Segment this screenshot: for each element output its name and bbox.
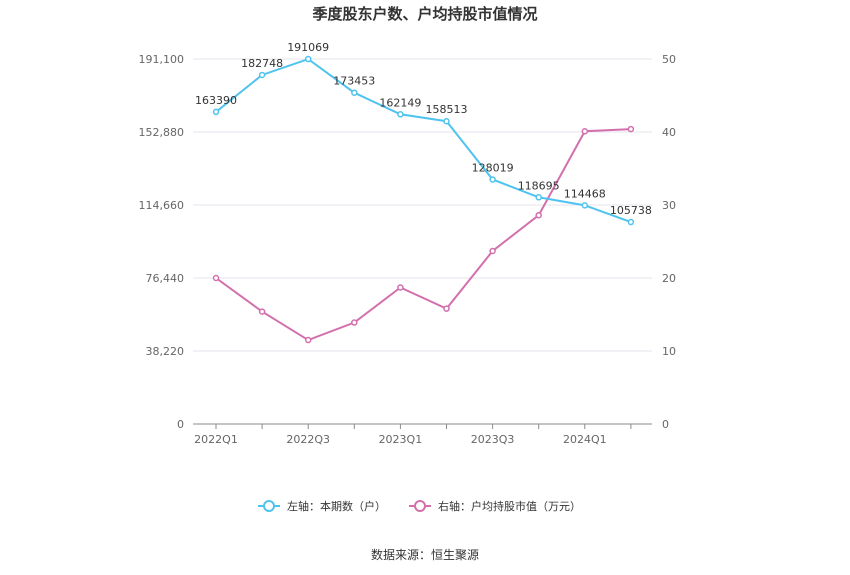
- data-label: 114468: [564, 187, 606, 200]
- data-label: 118695: [518, 179, 560, 192]
- left-tick-label: 38,220: [146, 345, 185, 358]
- right-tick-label: 0: [662, 418, 669, 431]
- x-axis: 2022Q1 2022Q3 2023Q1 2023Q3 2024Q1: [193, 423, 652, 446]
- data-label: 105738: [610, 204, 652, 217]
- data-point-right: [443, 305, 450, 312]
- data-point-left: [581, 202, 589, 209]
- series-line-right: [215, 128, 631, 342]
- series-area: 163390 182748 191069 173453 162149 158513 1280…: [195, 41, 652, 344]
- data-point-right: [489, 247, 496, 255]
- data-point-right: [535, 211, 542, 219]
- source-note: 数据来源：恒生聚源: [371, 547, 479, 562]
- legend-marker: [414, 500, 426, 512]
- data-label: 163390: [195, 94, 237, 107]
- legend-marker: [263, 500, 275, 512]
- x-tick-label: 2022Q3: [286, 433, 330, 446]
- data-label: 191069: [287, 41, 329, 54]
- legend-label: 右轴：户均持股市值（万元）: [438, 499, 581, 513]
- left-tick-label: 114,660: [139, 199, 185, 212]
- data-point-right: [397, 284, 404, 291]
- left-axis-ticks: 0 38,220 76,440 114,660 152,880 191,100: [139, 53, 185, 431]
- data-point-right: [627, 125, 635, 133]
- left-tick-label: 0: [177, 418, 184, 431]
- data-label: 162149: [379, 96, 421, 109]
- data-label: 182748: [241, 57, 283, 70]
- data-point-left: [627, 218, 635, 226]
- data-point-left: [397, 111, 404, 118]
- legend-item-right[interactable]: 右轴：户均持股市值（万元）: [409, 499, 581, 513]
- data-point-right: [581, 128, 589, 135]
- data-point-left: [535, 194, 542, 201]
- data-label: 173453: [333, 75, 375, 88]
- right-tick-label: 30: [662, 199, 676, 212]
- x-tick-label: 2023Q3: [471, 433, 515, 446]
- right-tick-label: 10: [662, 345, 676, 358]
- data-point-left: [351, 89, 358, 96]
- right-axis-ticks: 0 10 20 30 40 50: [662, 53, 676, 431]
- data-point-right: [212, 274, 220, 282]
- data-point-left: [443, 117, 450, 125]
- x-tick-label: 2022Q1: [194, 433, 238, 446]
- right-tick-label: 50: [662, 53, 676, 66]
- legend-label: 左轴：本期数（户）: [287, 499, 386, 513]
- chart-title: 季度股东户数、户均持股市值情况: [312, 5, 537, 23]
- data-point-right: [351, 319, 358, 326]
- data-point-left: [489, 176, 496, 183]
- x-tick-label: 2024Q1: [563, 433, 607, 446]
- data-point-left: [212, 108, 220, 116]
- right-tick-label: 20: [662, 272, 676, 285]
- x-tick-label: 2023Q1: [379, 433, 423, 446]
- left-tick-label: 76,440: [146, 272, 185, 285]
- legend-item-left[interactable]: 左轴：本期数（户）: [258, 499, 386, 513]
- data-point-right: [304, 336, 312, 344]
- data-label: 128019: [472, 161, 514, 174]
- grid-lines: [193, 58, 652, 352]
- left-tick-label: 191,100: [139, 53, 185, 66]
- data-point-left: [304, 55, 312, 63]
- right-tick-label: 40: [662, 126, 676, 139]
- legend[interactable]: 左轴：本期数（户） 右轴：户均持股市值（万元）: [258, 499, 581, 513]
- data-label: 158513: [426, 103, 468, 116]
- data-point-left: [258, 71, 266, 79]
- left-tick-label: 152,880: [139, 126, 185, 139]
- series-line-left: [215, 57, 632, 223]
- data-point-right: [258, 308, 266, 315]
